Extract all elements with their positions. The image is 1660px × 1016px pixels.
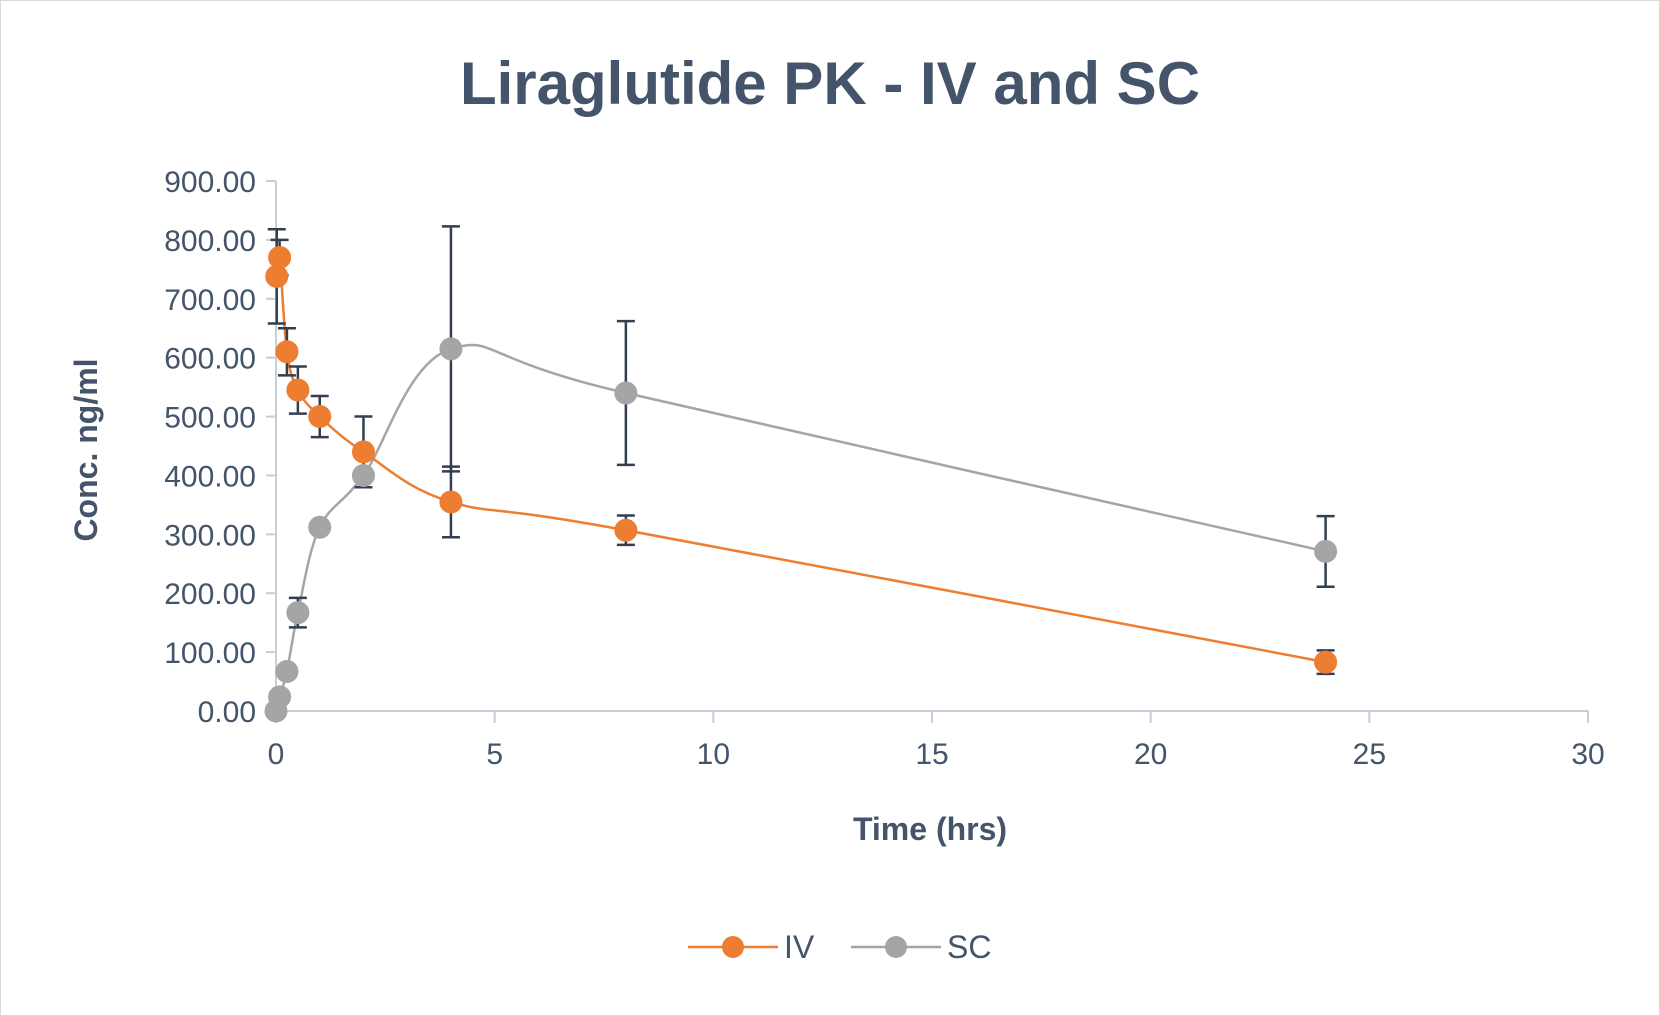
x-tick-label: 25 <box>1353 738 1386 771</box>
error-bars <box>267 225 1335 676</box>
iv-point <box>308 405 332 429</box>
x-tick-label: 30 <box>1571 738 1604 771</box>
y-axis-label: Conc. ng/ml <box>68 358 104 541</box>
sc-point <box>286 601 310 625</box>
sc-point <box>1314 539 1338 563</box>
x-axis-label: Time (hrs) <box>853 811 1007 847</box>
sc-point <box>614 381 638 405</box>
y-tick-label: 500.00 <box>164 402 256 435</box>
x-tick-label: 15 <box>915 738 948 771</box>
y-tick-label: 600.00 <box>164 343 256 376</box>
y-tick-label: 200.00 <box>164 578 256 611</box>
chart-title: Liraglutide PK - IV and SC <box>460 50 1200 117</box>
y-tick-label: 400.00 <box>164 460 256 493</box>
legend-sc-marker <box>885 936 907 958</box>
y-tick-label: 800.00 <box>164 225 256 258</box>
y-tick-label: 0.00 <box>198 696 256 729</box>
x-tick-label: 0 <box>268 738 285 771</box>
iv-point <box>286 378 310 402</box>
iv-point <box>351 440 375 464</box>
iv-point <box>265 264 289 288</box>
sc-point <box>351 463 375 487</box>
legend-sc-label: SC <box>947 929 991 965</box>
sc-line <box>274 343 1326 712</box>
y-tick-label: 700.00 <box>164 284 256 317</box>
x-tick-label: 20 <box>1134 738 1167 771</box>
axes: 0.00 100.00 200.00 300.00 400.00 500.00 600.00… <box>164 166 1604 771</box>
iv-point <box>275 340 299 364</box>
x-tick-label: 5 <box>486 738 503 771</box>
y-tick-label: 100.00 <box>164 637 256 670</box>
legend-iv-label: IV <box>784 929 815 965</box>
iv-point <box>1314 650 1338 674</box>
data-points <box>264 246 1338 723</box>
sc-point <box>308 515 332 539</box>
iv-point <box>439 490 463 514</box>
legend-iv-marker <box>722 936 744 958</box>
legend: IV SC <box>688 929 991 965</box>
x-tick-label: 10 <box>697 738 730 771</box>
y-tick-label: 300.00 <box>164 519 256 552</box>
y-tick-label: 900.00 <box>164 166 256 199</box>
series-lines <box>274 253 1326 712</box>
iv-point <box>614 518 638 542</box>
sc-point <box>268 685 292 709</box>
sc-point <box>439 337 463 361</box>
sc-point <box>275 660 299 684</box>
iv-line <box>275 253 1326 664</box>
iv-point <box>268 246 292 270</box>
